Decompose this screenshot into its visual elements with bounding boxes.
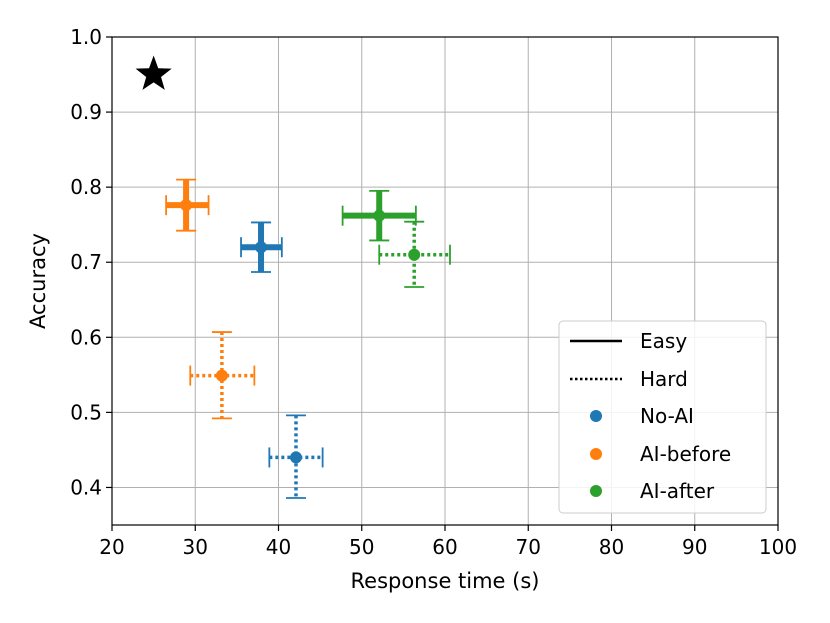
y-axis-label: Accuracy <box>26 233 50 329</box>
data-point <box>255 241 268 254</box>
legend-hard-label: Hard <box>640 367 688 391</box>
y-tick-label: 0.4 <box>70 475 102 499</box>
y-tick-label: 0.8 <box>70 175 102 199</box>
data-point <box>215 369 228 382</box>
legend-no-ai-marker <box>590 410 602 422</box>
errorbar-no-ai-easy <box>240 221 283 273</box>
legend-ai-after-label: AI-after <box>640 479 715 503</box>
x-axis-label: Response time (s) <box>351 569 540 593</box>
legend-easy-label: Easy <box>640 329 687 353</box>
errorbar-ai-before-hard <box>189 331 256 420</box>
x-tick-label: 40 <box>266 535 291 559</box>
errorbar-ai-after-easy <box>341 190 417 242</box>
data-layer <box>135 55 451 499</box>
x-tick-label: 100 <box>759 535 797 559</box>
legend-box <box>558 320 767 514</box>
legend-ai-before-label: AI-before <box>640 442 731 466</box>
data-point <box>373 209 386 222</box>
x-tick-label: 70 <box>516 535 541 559</box>
x-tick-label: 50 <box>349 535 374 559</box>
data-point <box>289 451 302 464</box>
y-tick-label: 1.0 <box>70 25 102 49</box>
y-tick-label: 0.9 <box>70 100 102 124</box>
legend: Easy Hard No-AI AI-before AI-after <box>558 320 767 514</box>
errorbar-no-ai-hard <box>268 414 324 499</box>
reference-star-marker <box>135 55 172 90</box>
errorbar-ai-before-easy <box>165 178 210 232</box>
x-tick-label: 80 <box>599 535 624 559</box>
legend-ai-before-marker <box>590 448 602 460</box>
y-tick-label: 0.5 <box>70 400 102 424</box>
y-tick-label: 0.7 <box>70 250 102 274</box>
legend-no-ai-label: No-AI <box>640 404 694 428</box>
x-tick-label: 90 <box>682 535 707 559</box>
data-point <box>408 248 421 261</box>
legend-ai-after-marker <box>590 485 602 497</box>
y-tick-label: 0.6 <box>70 325 102 349</box>
x-tick-label: 60 <box>432 535 457 559</box>
ticks: 20 30 40 50 60 70 80 90 100 0.4 0.5 0.6 0.7 0.8 0.9 1.0 <box>70 25 797 559</box>
x-tick-label: 30 <box>183 535 208 559</box>
x-tick-label: 20 <box>99 535 124 559</box>
data-point <box>180 199 193 212</box>
errorbar-ai-after-hard <box>378 220 451 288</box>
